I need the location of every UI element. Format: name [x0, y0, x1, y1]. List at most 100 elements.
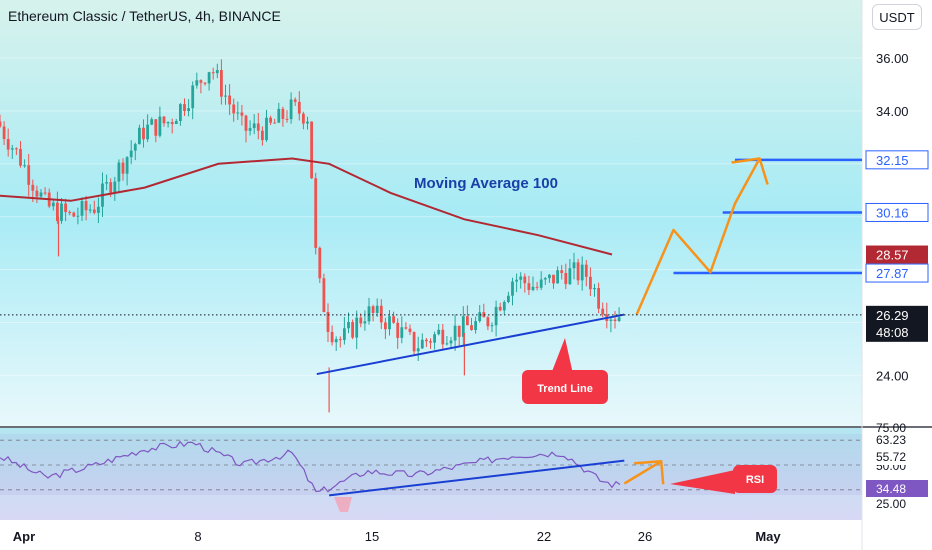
candle [474, 316, 477, 334]
candle [523, 273, 527, 293]
candle-body [203, 82, 207, 84]
candle-body [572, 262, 576, 269]
candle-body [363, 321, 367, 324]
candle-body [556, 270, 559, 284]
candle [306, 116, 309, 130]
candle-body [207, 72, 211, 84]
candle-body [166, 122, 170, 124]
chart-title: Ethereum Classic / TetherUS, 4h, BINANCE [8, 8, 281, 24]
candle [146, 114, 149, 143]
candle-body [453, 325, 457, 341]
candle-body [502, 302, 506, 311]
candle-body [121, 162, 125, 174]
candle [453, 314, 457, 351]
candle-body [293, 99, 297, 102]
candle [27, 154, 31, 197]
candle [593, 283, 596, 297]
candle-body [97, 206, 100, 213]
candle [461, 306, 465, 346]
candle-body [429, 341, 432, 343]
candle [68, 210, 72, 216]
candle-body [519, 276, 523, 280]
candle-body [232, 104, 236, 114]
candle [511, 277, 514, 306]
candle [613, 311, 617, 329]
candle-body [482, 312, 486, 318]
time-axis-label: 22 [537, 529, 551, 544]
candle [97, 197, 100, 224]
candle [507, 291, 510, 304]
candle [584, 260, 588, 287]
candle-body [269, 117, 272, 123]
candle-body [564, 273, 568, 285]
candle-body [244, 115, 248, 131]
candle-body [351, 322, 354, 338]
price-tick-label: 36.00 [876, 51, 909, 66]
candle [330, 325, 334, 346]
candle [363, 310, 367, 331]
candle-body [56, 202, 59, 221]
candle [609, 316, 613, 333]
candle-body [593, 288, 596, 290]
candle [191, 81, 195, 120]
main-pane-background [0, 0, 862, 426]
candle [310, 121, 313, 180]
level-30-label: 30.16 [876, 205, 909, 220]
candle [519, 272, 523, 289]
price-projection-path [635, 157, 761, 316]
candle-body [261, 130, 264, 141]
candle-body [437, 329, 441, 335]
rsi-trend-line [328, 459, 625, 497]
candle-body [146, 124, 149, 140]
candle [343, 316, 346, 345]
candle [174, 119, 178, 125]
candle [166, 121, 170, 128]
candle-body [64, 203, 67, 213]
candle-body [314, 178, 318, 248]
candle [379, 299, 383, 330]
candle-body [318, 247, 322, 279]
rsi-line [0, 440, 621, 493]
time-axis-label: 26 [638, 529, 652, 544]
candle [244, 114, 248, 143]
candle-body [142, 127, 145, 140]
candle [388, 309, 391, 336]
candle [515, 273, 518, 293]
candle-body [285, 118, 289, 120]
candle [392, 311, 395, 324]
candle [179, 103, 182, 126]
currency-unit-button[interactable]: USDT [872, 4, 922, 30]
candle [265, 109, 268, 142]
candle-countdown-label: 48:08 [876, 325, 909, 340]
candle-body [457, 325, 461, 337]
candle [240, 104, 244, 126]
candle-body [359, 317, 363, 324]
candle-body [125, 157, 129, 174]
candle [560, 264, 564, 280]
candle-body [498, 306, 502, 311]
candle-body [76, 215, 80, 217]
candle-body [474, 321, 477, 331]
candle [539, 271, 543, 291]
candle [129, 140, 133, 165]
candle-body [240, 112, 244, 116]
candle-body [39, 192, 43, 197]
candle [187, 99, 190, 117]
candle-body [396, 322, 400, 338]
candle [133, 142, 137, 161]
candle [35, 185, 39, 204]
candle [261, 126, 264, 146]
candle [543, 276, 547, 285]
candle-body [306, 121, 309, 124]
trend-line-label: Trend Line [537, 383, 593, 395]
candle-body [289, 99, 293, 120]
candle-body [461, 316, 465, 337]
candle-body [375, 305, 379, 313]
candle-body [19, 149, 22, 166]
candle-body [23, 165, 26, 167]
candle-body [494, 306, 498, 326]
candle [113, 176, 117, 201]
candle-body [68, 212, 72, 214]
candle [269, 115, 272, 126]
